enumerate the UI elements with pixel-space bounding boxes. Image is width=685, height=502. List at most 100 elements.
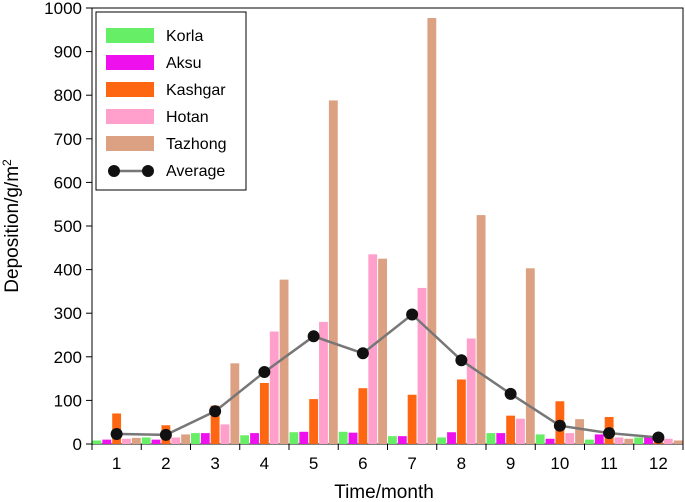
bar-hotan — [319, 321, 328, 444]
x-tick-label: 5 — [309, 454, 318, 473]
legend-label-aksu: Aksu — [166, 55, 202, 72]
bar-hotan — [269, 331, 279, 444]
x-tick-label: 3 — [210, 454, 219, 473]
x-tick-label: 4 — [260, 454, 269, 473]
average-point — [307, 330, 320, 343]
bar-aksu — [102, 439, 112, 444]
bar-aksu — [545, 438, 555, 444]
average-point — [652, 431, 665, 444]
y-tick-label: 700 — [54, 130, 82, 149]
bar-korla — [585, 439, 594, 444]
legend-average-marker — [142, 165, 154, 177]
bar-korla — [437, 437, 447, 444]
average-point — [258, 366, 271, 379]
bar-hotan — [122, 438, 131, 444]
x-tick-label: 11 — [600, 454, 618, 473]
average-point — [209, 405, 222, 418]
bar-hotan — [466, 338, 476, 444]
bar-hotan — [663, 438, 673, 444]
x-axis-title: Time/month — [334, 482, 434, 502]
bar-korla — [240, 435, 250, 444]
series-hotan — [122, 254, 673, 444]
series-korla — [92, 431, 644, 444]
y-tick-label: 300 — [54, 304, 82, 323]
legend-label-tazhong: Tazhong — [166, 136, 227, 153]
bar-hotan — [516, 418, 525, 444]
bar-aksu — [151, 439, 161, 444]
legend-label-kashgar: Kashgar — [166, 82, 226, 99]
legend-swatch-hotan — [106, 109, 154, 124]
average-point — [110, 427, 123, 440]
bar-korla — [289, 432, 299, 444]
y-axis-title-superscript: 2 — [0, 159, 14, 166]
x-tick-label: 1 — [112, 454, 121, 473]
bar-aksu — [250, 433, 259, 444]
average-line — [116, 312, 659, 439]
bar-kashgar — [259, 382, 269, 444]
bar-kashgar — [456, 379, 466, 444]
bar-kashgar — [210, 405, 220, 444]
bar-hotan — [220, 424, 230, 444]
bar-hotan — [565, 433, 575, 444]
y-tick-label: 0 — [73, 435, 82, 454]
bar-kashgar — [358, 388, 368, 444]
bar-hotan — [368, 254, 378, 444]
y-tick-label: 1000 — [44, 0, 82, 18]
average-point — [504, 387, 517, 400]
bar-tazhong — [673, 440, 683, 444]
legend-label-average: Average — [166, 163, 225, 180]
y-tick-label: 900 — [54, 43, 82, 62]
y-tick-label: 500 — [54, 217, 82, 236]
bar-tazhong — [575, 419, 584, 444]
bar-aksu — [447, 432, 456, 444]
bar-aksu — [348, 432, 358, 444]
legend-swatch-tazhong — [106, 136, 154, 151]
bar-tazhong — [476, 215, 486, 444]
bar-korla — [338, 431, 348, 444]
bar-korla — [191, 433, 200, 444]
bar-tazhong — [378, 258, 387, 444]
bar-aksu — [496, 433, 506, 444]
bar-aksu — [397, 436, 407, 444]
x-tick-label: 2 — [161, 454, 170, 473]
legend-swatch-kashgar — [106, 82, 154, 97]
y-axis: 0 100 200 300 400 500 600 700 800 900 1000 — [44, 0, 92, 454]
y-axis-title-text: Deposition/g/m — [2, 166, 23, 293]
bar-hotan — [614, 437, 624, 444]
average-point — [356, 347, 369, 360]
legend: Korla Aksu Kashgar Hotan Tazhong Average — [95, 11, 247, 191]
average-point — [603, 427, 616, 440]
series-tazhong — [131, 18, 683, 444]
x-tick-label: 7 — [407, 454, 416, 473]
bar-aksu — [594, 434, 604, 444]
y-tick-label: 200 — [54, 348, 82, 367]
bar-aksu — [299, 431, 309, 444]
bar-aksu — [644, 437, 653, 444]
legend-swatch-korla — [106, 28, 154, 43]
x-tick-label: 8 — [457, 454, 466, 473]
legend-swatch-aksu — [106, 55, 154, 70]
y-tick-label: 100 — [54, 391, 82, 410]
bar-kashgar — [407, 394, 417, 444]
bar-tazhong — [131, 437, 141, 444]
x-tick-label: 9 — [506, 454, 515, 473]
bar-hotan — [171, 437, 181, 444]
average-point — [159, 428, 172, 441]
bar-series — [92, 18, 683, 444]
bar-aksu — [200, 433, 210, 444]
legend-label-hotan: Hotan — [166, 109, 209, 126]
bar-tazhong — [328, 100, 338, 444]
average-point — [455, 354, 468, 367]
bar-tazhong — [181, 434, 190, 444]
bar-korla — [634, 437, 644, 444]
bar-tazhong — [427, 18, 437, 444]
y-axis-title: Deposition/g/m2 — [0, 159, 23, 293]
bar-korla — [92, 440, 102, 444]
bar-kashgar — [506, 415, 516, 444]
x-axis: 1 2 3 4 5 6 7 8 9 10 11 12 — [91, 444, 684, 473]
x-tick-label: 10 — [550, 454, 569, 473]
legend-average-marker — [108, 165, 120, 177]
bar-tazhong — [230, 363, 240, 444]
average-point — [553, 419, 566, 432]
bar-hotan — [417, 287, 427, 444]
